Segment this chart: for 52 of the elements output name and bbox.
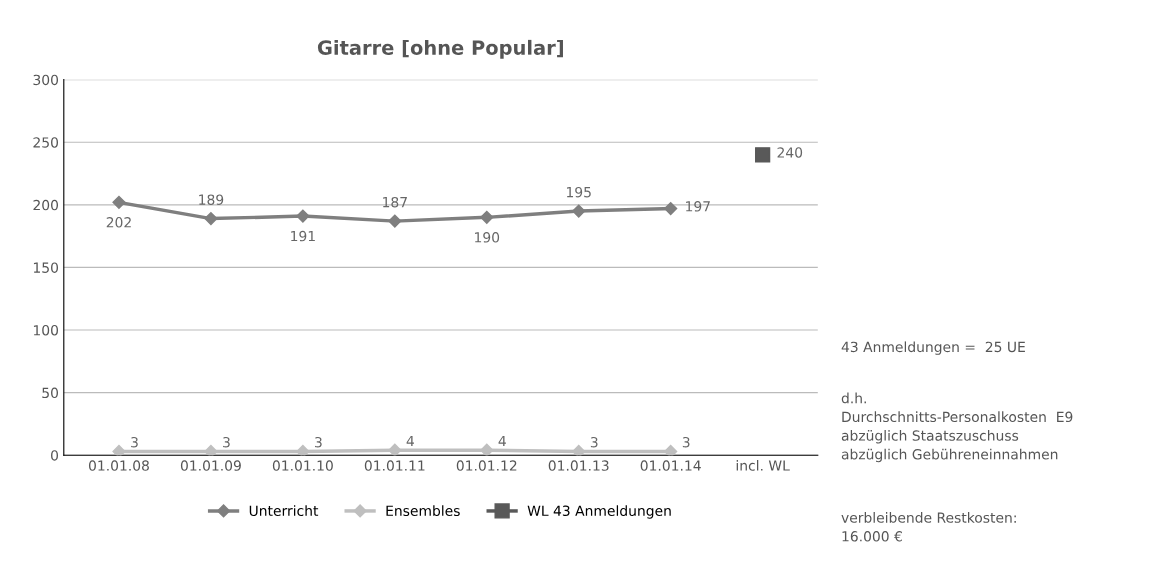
point xyxy=(296,209,310,223)
x-tick-label: 01.01.11 xyxy=(364,460,425,471)
point xyxy=(112,195,126,209)
data-label: 189 xyxy=(199,194,224,205)
x-tick-label: incl. WL xyxy=(736,460,790,471)
point xyxy=(388,443,402,456)
x-tick-label: 01.01.09 xyxy=(180,460,241,471)
text: d.h. Durchschnitts-Personalkosten E9 abzüglich Staatszuschuss abzüglich Gebühreneinnahmen xyxy=(841,392,1073,463)
point xyxy=(204,212,218,226)
y-tick-label: 300 xyxy=(33,74,59,86)
data-label: 4 xyxy=(498,435,506,447)
data-label: 3 xyxy=(590,436,598,448)
y-tick-label: 250 xyxy=(33,137,59,148)
data-label: 4 xyxy=(406,435,414,447)
x-tick-label: 01.01.10 xyxy=(272,460,333,471)
data-label: 195 xyxy=(567,186,591,198)
point xyxy=(664,444,678,456)
point xyxy=(204,444,218,456)
point xyxy=(388,214,402,228)
point xyxy=(664,202,678,216)
point xyxy=(754,147,771,163)
point xyxy=(480,210,494,224)
point xyxy=(112,444,126,456)
data-label: 3 xyxy=(223,436,230,448)
chart-title: Gitarre [ohne Popular] xyxy=(317,39,563,59)
x-tick-label: 01.01.12 xyxy=(456,460,517,471)
x-tick-label: 01.01.13 xyxy=(548,460,609,471)
point xyxy=(296,444,310,456)
point xyxy=(572,204,586,218)
data-label: 3 xyxy=(131,436,138,448)
y-tick-label: 100 xyxy=(33,324,59,336)
data-label: 240 xyxy=(777,147,803,158)
data-label: 3 xyxy=(315,436,322,448)
point xyxy=(480,443,494,456)
y-tick-label: 150 xyxy=(33,262,59,273)
legend-label: WL 43 Anmeldungen xyxy=(527,505,671,519)
point xyxy=(572,444,586,456)
data-label: 3 xyxy=(682,436,690,448)
data-label: 187 xyxy=(383,196,407,208)
y-tick-label: 0 xyxy=(51,450,59,461)
data-label: 190 xyxy=(475,232,500,243)
y-tick-label: 200 xyxy=(33,199,59,211)
legend-label: Unterricht xyxy=(249,505,319,516)
x-tick-label: 01.01.08 xyxy=(88,460,149,471)
text: 43 Anmeldungen = 25 UE xyxy=(841,341,1025,355)
data-label: 191 xyxy=(291,230,315,242)
data-label: 197 xyxy=(686,201,710,212)
text: verbleibende Restkosten: 16.000 € xyxy=(841,512,1016,542)
legend-label: Ensembles xyxy=(386,505,460,516)
data-label: 202 xyxy=(106,217,131,228)
y-tick-label: 50 xyxy=(42,387,59,399)
x-tick-label: 01.01.14 xyxy=(640,460,701,471)
